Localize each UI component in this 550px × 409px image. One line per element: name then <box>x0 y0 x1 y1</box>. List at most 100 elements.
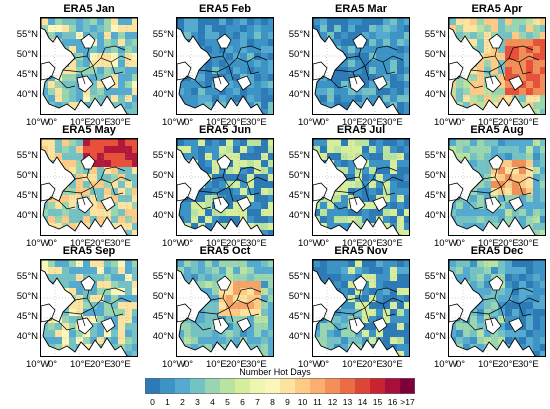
grid-cell <box>184 81 191 88</box>
grid-cell <box>404 181 409 188</box>
grid-cell <box>463 102 470 109</box>
grid-cell <box>184 18 191 25</box>
grid-cell <box>247 195 254 202</box>
sea-area <box>177 182 192 202</box>
grid-cell <box>369 260 376 267</box>
grid-cell <box>390 337 397 344</box>
grid-cell <box>198 195 205 202</box>
grid-cell <box>90 167 97 174</box>
grid-cell <box>533 181 540 188</box>
grid-cell <box>526 330 533 337</box>
grid-cell <box>463 330 470 337</box>
grid-cell <box>449 88 456 95</box>
grid-cell <box>226 337 233 344</box>
grid-cell <box>477 195 484 202</box>
lon-tick-label: 10°E <box>342 238 363 249</box>
grid-cell <box>69 223 76 230</box>
grid-cell <box>498 181 505 188</box>
grid-cell <box>320 88 327 95</box>
grid-cell <box>397 25 404 32</box>
grid-cell <box>313 267 320 274</box>
lat-tick-label: 55°N <box>288 271 310 282</box>
grid-cell <box>397 139 404 146</box>
grid-cell <box>83 25 90 32</box>
grid-cell <box>118 146 125 153</box>
grid-cell <box>348 288 355 295</box>
grid-cell <box>533 330 540 337</box>
grid-cell <box>198 25 205 32</box>
map-panel <box>40 17 138 115</box>
grid-cell <box>491 330 498 337</box>
grid-cell <box>320 25 327 32</box>
grid-cell <box>376 209 383 216</box>
grid-cell <box>477 274 484 281</box>
grid-cell <box>320 95 327 102</box>
grid-cell <box>226 18 233 25</box>
grid-cell <box>533 81 540 88</box>
grid-cell <box>111 330 118 337</box>
grid-cell <box>540 181 545 188</box>
country-borders <box>466 45 540 89</box>
grid-cell <box>233 81 240 88</box>
grid-cell <box>205 260 212 267</box>
grid-cell <box>118 330 125 337</box>
grid-cell <box>533 188 540 195</box>
grid-cell <box>533 216 540 223</box>
grid-cell <box>118 153 125 160</box>
grid-cell <box>132 216 137 223</box>
grid-cell <box>198 95 205 102</box>
grid-cell <box>254 281 261 288</box>
grid-cell <box>254 274 261 281</box>
grid-cell <box>268 18 273 25</box>
grid-cell <box>247 295 254 302</box>
lat-tick-label: 50°N <box>152 49 174 60</box>
grid-cell <box>484 267 491 274</box>
grid-cell <box>268 230 273 235</box>
map-panel <box>312 138 410 236</box>
grid-cell <box>369 88 376 95</box>
grid-cell <box>512 330 519 337</box>
grid-cell <box>111 195 118 202</box>
grid-cell <box>205 330 212 337</box>
grid-cell <box>261 81 268 88</box>
grid-cell <box>219 209 226 216</box>
grid-cell <box>533 209 540 216</box>
colorbar-tick-label: 16 <box>387 397 398 407</box>
grid-cell <box>327 202 334 209</box>
grid-cell <box>404 60 409 67</box>
grid-cell <box>519 267 526 274</box>
grid-cell <box>355 209 362 216</box>
grid-cell <box>41 88 48 95</box>
grid-cell <box>90 209 97 216</box>
grid-cell <box>177 139 184 146</box>
grid-cell <box>376 67 383 74</box>
grid-cell <box>48 330 55 337</box>
grid-cell <box>212 95 219 102</box>
grid-cell <box>111 181 118 188</box>
grid-cell <box>62 323 69 330</box>
grid-cell <box>456 95 463 102</box>
sea-area <box>508 75 524 91</box>
grid-cell <box>233 195 240 202</box>
grid-cell <box>76 88 83 95</box>
grid-cell <box>247 102 254 109</box>
grid-cell <box>355 288 362 295</box>
grid-cell <box>498 316 505 323</box>
lon-tick-label: 10°E <box>206 238 227 249</box>
grid-cell <box>404 139 409 146</box>
lon-tick-label: 20°E <box>498 359 519 370</box>
grid-cell <box>456 139 463 146</box>
grid-cell <box>355 188 362 195</box>
grid-cell <box>233 32 240 39</box>
grid-cell <box>463 267 470 274</box>
grid-cell <box>484 188 491 195</box>
lon-tick-label: 10°W <box>26 117 50 128</box>
grid-cell <box>268 188 273 195</box>
grid-cell <box>261 74 268 81</box>
grid-cell <box>477 281 484 288</box>
grid-cell <box>111 146 118 153</box>
grid-cell <box>90 18 97 25</box>
grid-cell <box>226 316 233 323</box>
lat-tick-label: 45°N <box>152 69 174 80</box>
grid-cell <box>240 67 247 74</box>
